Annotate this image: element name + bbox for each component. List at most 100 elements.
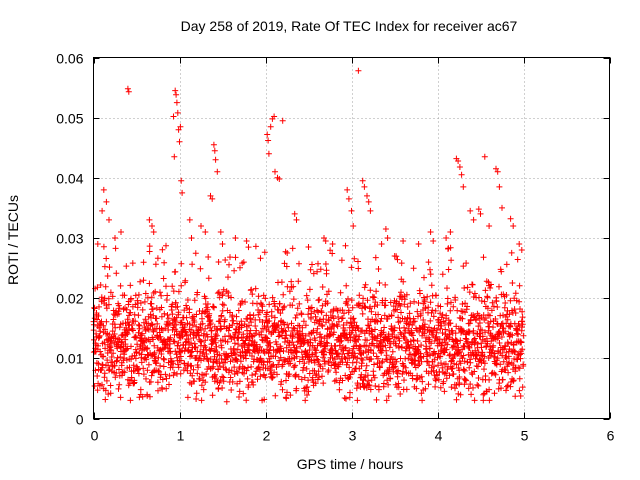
- band-marker: [467, 359, 474, 366]
- band-marker: [337, 289, 344, 296]
- band-marker: [284, 283, 291, 290]
- band-marker: [439, 311, 446, 318]
- band-marker: [143, 356, 150, 363]
- band-marker: [161, 356, 168, 363]
- band-marker: [140, 319, 147, 326]
- data-point: [186, 216, 193, 223]
- band-marker: [307, 266, 314, 273]
- band-marker: [460, 366, 467, 373]
- band-marker: [473, 317, 480, 324]
- band-marker: [459, 301, 466, 307]
- band-marker: [386, 313, 392, 320]
- band-marker: [426, 336, 433, 343]
- band-marker: [235, 307, 242, 314]
- band-marker: [377, 318, 384, 325]
- band-marker: [204, 301, 211, 307]
- data-point: [210, 141, 217, 148]
- band-marker: [325, 288, 332, 295]
- band-marker: [269, 374, 276, 380]
- band-marker: [150, 336, 157, 343]
- band-marker: [437, 303, 444, 310]
- band-marker: [462, 376, 469, 383]
- band-marker: [103, 305, 110, 312]
- band-marker: [471, 397, 478, 404]
- band-marker: [193, 311, 200, 318]
- band-marker: [213, 332, 220, 339]
- band-marker: [110, 316, 117, 323]
- band-marker: [357, 343, 364, 350]
- band-marker: [266, 358, 273, 365]
- band-marker: [493, 298, 500, 305]
- band-marker: [468, 391, 475, 398]
- band-marker: [102, 283, 109, 290]
- band-marker: [341, 327, 348, 334]
- data-point: [112, 235, 118, 241]
- band-marker: [355, 265, 362, 272]
- band-marker: [427, 271, 434, 278]
- band-marker: [140, 371, 147, 378]
- band-marker: [394, 306, 401, 313]
- band-marker: [510, 377, 517, 384]
- band-marker: [500, 358, 507, 365]
- band-marker: [488, 307, 495, 314]
- band-marker: [518, 339, 525, 346]
- band-marker: [351, 368, 358, 375]
- band-marker: [108, 347, 115, 354]
- band-marker: [189, 261, 196, 268]
- band-marker: [192, 344, 199, 351]
- band-marker: [266, 347, 273, 354]
- band-marker: [249, 300, 256, 307]
- band-marker: [296, 300, 303, 307]
- band-marker: [264, 309, 271, 316]
- band-marker: [480, 254, 487, 261]
- band-marker: [225, 327, 232, 334]
- band-marker: [333, 377, 340, 384]
- band-marker: [124, 331, 131, 337]
- band-marker: [100, 353, 107, 360]
- band-marker: [460, 327, 467, 334]
- band-marker: [463, 377, 470, 384]
- data-point: [329, 241, 336, 247]
- band-marker: [335, 318, 342, 325]
- band-marker: [222, 257, 229, 263]
- data-point: [499, 204, 505, 211]
- band-marker: [202, 344, 209, 351]
- band-marker: [99, 381, 105, 388]
- band-marker: [514, 356, 521, 363]
- band-marker: [146, 248, 153, 255]
- data-point: [322, 238, 329, 244]
- band-marker: [445, 266, 452, 273]
- data-point: [346, 394, 353, 401]
- band-marker: [213, 375, 220, 382]
- band-marker: [490, 342, 497, 349]
- band-marker: [309, 374, 316, 381]
- band-marker: [498, 268, 505, 275]
- band-marker: [310, 270, 317, 277]
- band-marker: [129, 260, 136, 267]
- band-marker: [512, 290, 519, 297]
- band-marker: [193, 396, 200, 402]
- data-point: [486, 386, 493, 393]
- data-point: [99, 207, 106, 214]
- band-marker: [428, 282, 435, 289]
- band-marker: [233, 356, 240, 363]
- band-marker: [431, 363, 437, 370]
- band-marker: [437, 325, 444, 332]
- band-marker: [305, 311, 312, 318]
- data-point: [178, 177, 185, 184]
- band-marker: [507, 297, 514, 304]
- band-marker: [457, 337, 464, 344]
- band-marker: [380, 380, 387, 387]
- band-marker: [447, 307, 454, 314]
- band-marker: [191, 297, 198, 304]
- band-marker: [398, 309, 404, 316]
- band-marker: [348, 264, 355, 271]
- band-marker: [289, 335, 296, 342]
- band-marker: [289, 245, 296, 252]
- band-marker: [105, 295, 112, 302]
- y-tick-label: 0.06: [56, 51, 83, 67]
- band-marker: [506, 359, 513, 366]
- band-marker: [323, 339, 330, 346]
- x-tick-label: 3: [349, 428, 357, 444]
- data-point: [378, 241, 385, 247]
